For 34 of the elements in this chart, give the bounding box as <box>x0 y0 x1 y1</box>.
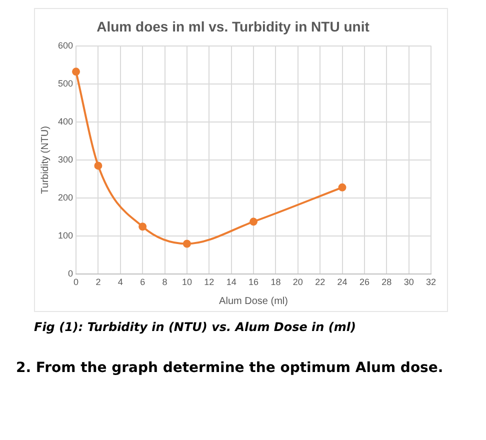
x-tick-label: 8 <box>162 277 168 288</box>
x-tick-label: 10 <box>182 277 192 288</box>
x-tick-label: 16 <box>248 277 259 288</box>
point <box>138 222 147 231</box>
x-tick-label: 6 <box>140 277 146 288</box>
x-axis-title: Alum Dose (ml) <box>219 296 288 307</box>
point <box>250 218 258 226</box>
text: Fig (1): Turbidity in (NTU) vs. Alum Dose in (ml) <box>34 320 357 334</box>
y-tick-label: 0 <box>68 268 74 279</box>
x-tick-label: 14 <box>226 277 236 288</box>
y-tick-label: 200 <box>58 192 74 203</box>
y-tick-label: 100 <box>58 230 74 241</box>
x-tick-label: 20 <box>292 277 303 288</box>
x-tick-label: 4 <box>118 277 123 288</box>
y-tick-label: 400 <box>58 116 74 126</box>
y-tick-label: 600 <box>58 40 74 50</box>
point <box>182 240 191 248</box>
x-tick-label: 18 <box>270 277 281 288</box>
point <box>94 162 102 170</box>
x-tick-label: 12 <box>204 277 214 288</box>
x-tick-label: 24 <box>337 277 348 288</box>
y-axis-title: Turbidity (NTU) <box>40 126 51 194</box>
point <box>338 183 346 192</box>
x-tick-label: 22 <box>315 277 326 288</box>
x-tick-label: 28 <box>382 277 392 288</box>
x-tick-label: 2 <box>96 277 101 288</box>
x-tick-label: 26 <box>359 277 370 288</box>
x-tick-label: 30 <box>404 277 414 288</box>
text: 2. From the graph determine the optimum Alum dose. <box>16 360 444 376</box>
y-tick-label: 500 <box>58 78 74 88</box>
x-tick-label: 32 <box>426 277 436 288</box>
chart-title: Alum does in ml vs. Turbidity in NTU unit <box>96 18 370 34</box>
y-tick-label: 300 <box>58 154 74 164</box>
point <box>72 68 80 76</box>
